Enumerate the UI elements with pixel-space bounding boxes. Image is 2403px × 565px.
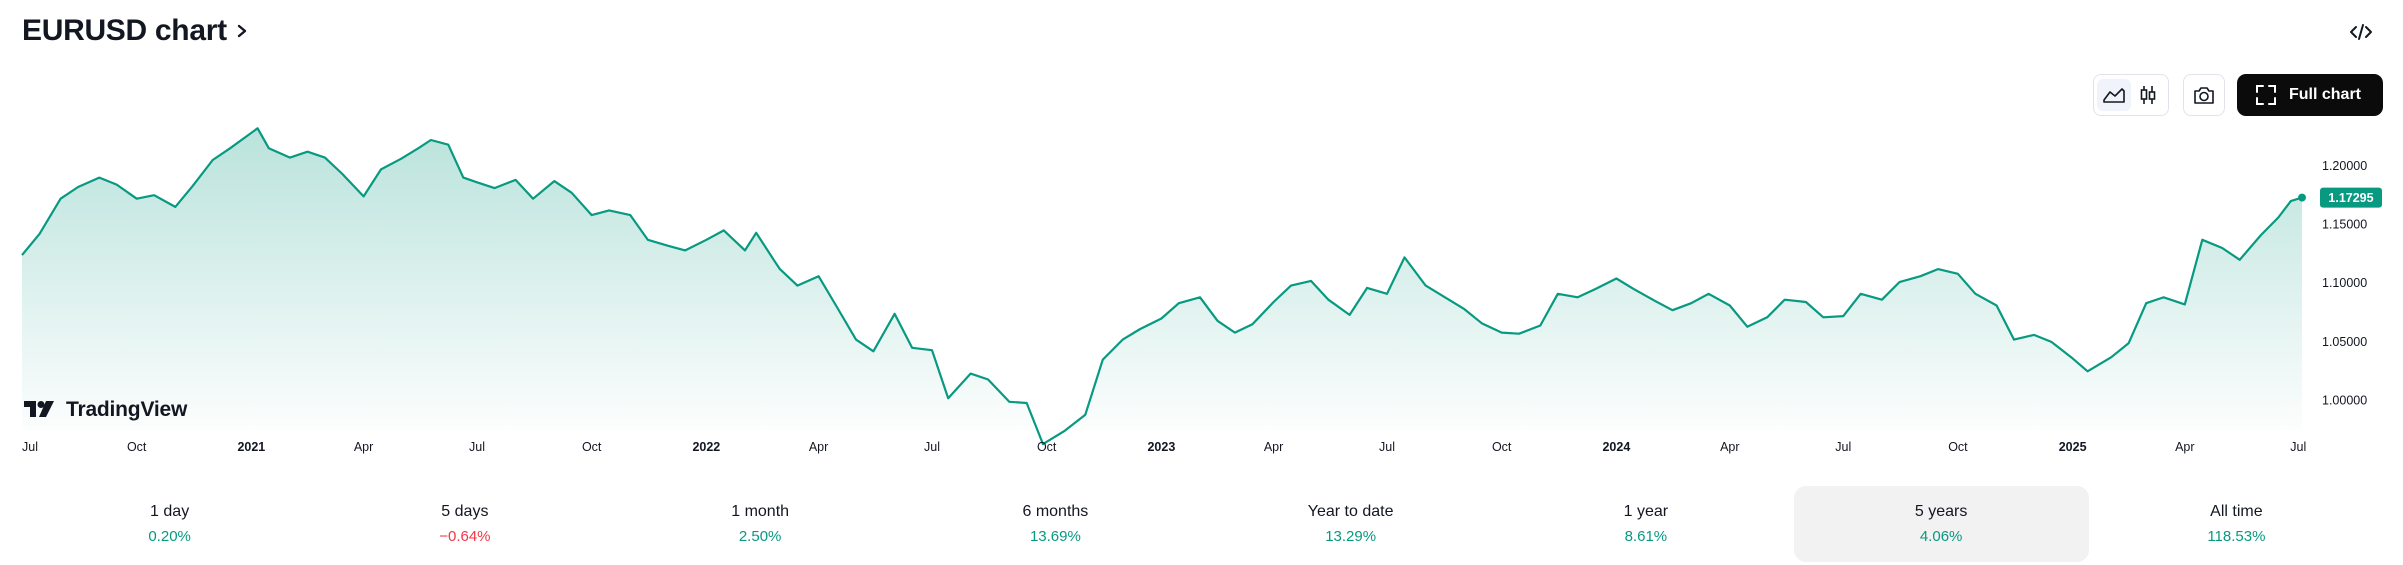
chart-title-link[interactable]: EURUSD chart [22,8,251,54]
period-change: 8.61% [1624,528,1668,545]
chart-type-switch [2092,74,2169,116]
period-selector: 1 day 0.20% 5 days −0.64% 1 month 2.50% 6 mont… [22,486,2384,562]
chart-toolbar: Full chart [2092,74,2383,116]
x-tick-label: Apr [1264,440,1283,454]
code-icon [2350,24,2372,40]
period-tab-all-time[interactable]: All time 118.53% [2089,486,2384,562]
y-axis: 1.20000 1.15000 1.10000 1.05000 1.00000 [2322,159,2367,408]
period-change: −0.64% [439,528,491,545]
x-tick-label: Apr [354,440,373,454]
x-axis: Jul Oct 2021 Apr Jul Oct 2022 Apr Jul Oct 2023 Apr J… [22,440,2306,454]
candlestick-icon [2140,86,2156,104]
x-tick-label: 2021 [237,440,265,454]
x-tick-label: Apr [1720,440,1739,454]
area-chart-button[interactable] [2096,79,2131,111]
period-change: 13.29% [1325,528,1377,545]
period-tab-year-to-date[interactable]: Year to date 13.29% [1203,486,1498,562]
period-tab-1-day[interactable]: 1 day 0.20% [22,486,317,562]
x-tick-label: 2022 [692,440,720,454]
period-tab-5-years[interactable]: 5 years 4.06% [1793,486,2089,562]
current-price-badge: 1.17295 [2320,187,2382,208]
x-tick-label: 2025 [2059,440,2087,454]
x-tick-label: Jul [2290,440,2306,454]
y-tick-label: 1.05000 [2322,335,2367,349]
y-tick-label: 1.10000 [2322,276,2367,290]
x-tick-label: Oct [1948,440,1968,454]
x-tick-label: Apr [2175,440,2194,454]
period-tab-5-days[interactable]: 5 days −0.64% [317,486,612,562]
tradingview-logo-icon [24,401,54,417]
x-tick-label: Jul [469,440,485,454]
chevron-right-icon [237,24,246,38]
page-title: EURUSD chart [22,14,227,47]
period-label: 1 month [731,503,790,520]
x-tick-label: Jul [1835,440,1851,454]
period-label: 1 year [1623,503,1669,520]
y-tick-label: 1.20000 [2322,159,2367,173]
tradingview-brand[interactable]: TradingView [24,398,187,422]
x-tick-label: Oct [1492,440,1512,454]
period-tab-6-months[interactable]: 6 months 13.69% [908,486,1203,562]
snapshot-button[interactable] [2182,74,2225,116]
last-price-dot [2298,193,2306,202]
x-tick-label: Jul [22,440,38,454]
x-tick-label: Apr [809,440,828,454]
period-label: 6 months [1022,503,1089,520]
period-tab-1-year[interactable]: 1 year 8.61% [1498,486,1793,562]
x-tick-label: 2024 [1602,440,1630,454]
x-tick-label: 2023 [1147,440,1175,454]
price-chart[interactable]: 1.20000 1.15000 1.10000 1.05000 1.00000 Jul O… [0,0,2403,470]
period-label: 5 years [1914,503,1968,520]
period-label: 1 day [150,503,190,520]
fullscreen-icon [2255,85,2276,105]
current-price-badge-bg [2320,187,2382,208]
period-label: Year to date [1307,503,1394,520]
period-tab-1-month[interactable]: 1 month 2.50% [613,486,908,562]
y-tick-label: 1.15000 [2322,218,2367,232]
price-line [21,127,2303,446]
period-change: 4.06% [1919,528,1963,545]
full-chart-button[interactable]: Full chart [2236,74,2383,116]
period-change: 2.50% [738,528,782,545]
camera-icon [2194,87,2214,104]
period-change: 13.69% [1029,528,1081,545]
brand-name: TradingView [66,398,188,421]
period-change: 118.53% [2207,528,2266,545]
candles-chart-button[interactable] [2131,79,2165,111]
price-area-fill [22,128,2302,445]
current-price-label: 1.17295 [2328,191,2373,205]
x-tick-label: Oct [127,440,147,454]
period-label: 5 days [441,503,489,520]
embed-button[interactable] [2341,12,2381,52]
x-tick-label: Jul [1379,440,1395,454]
period-label: All time [2210,503,2263,520]
area-chart-icon [2103,88,2125,103]
x-tick-label: Jul [924,440,940,454]
y-tick-label: 1.00000 [2322,394,2367,408]
full-chart-label: Full chart [2288,86,2361,103]
period-change: 0.20% [148,528,191,545]
x-tick-label: Oct [582,440,602,454]
x-tick-label: Oct [1037,440,1057,454]
